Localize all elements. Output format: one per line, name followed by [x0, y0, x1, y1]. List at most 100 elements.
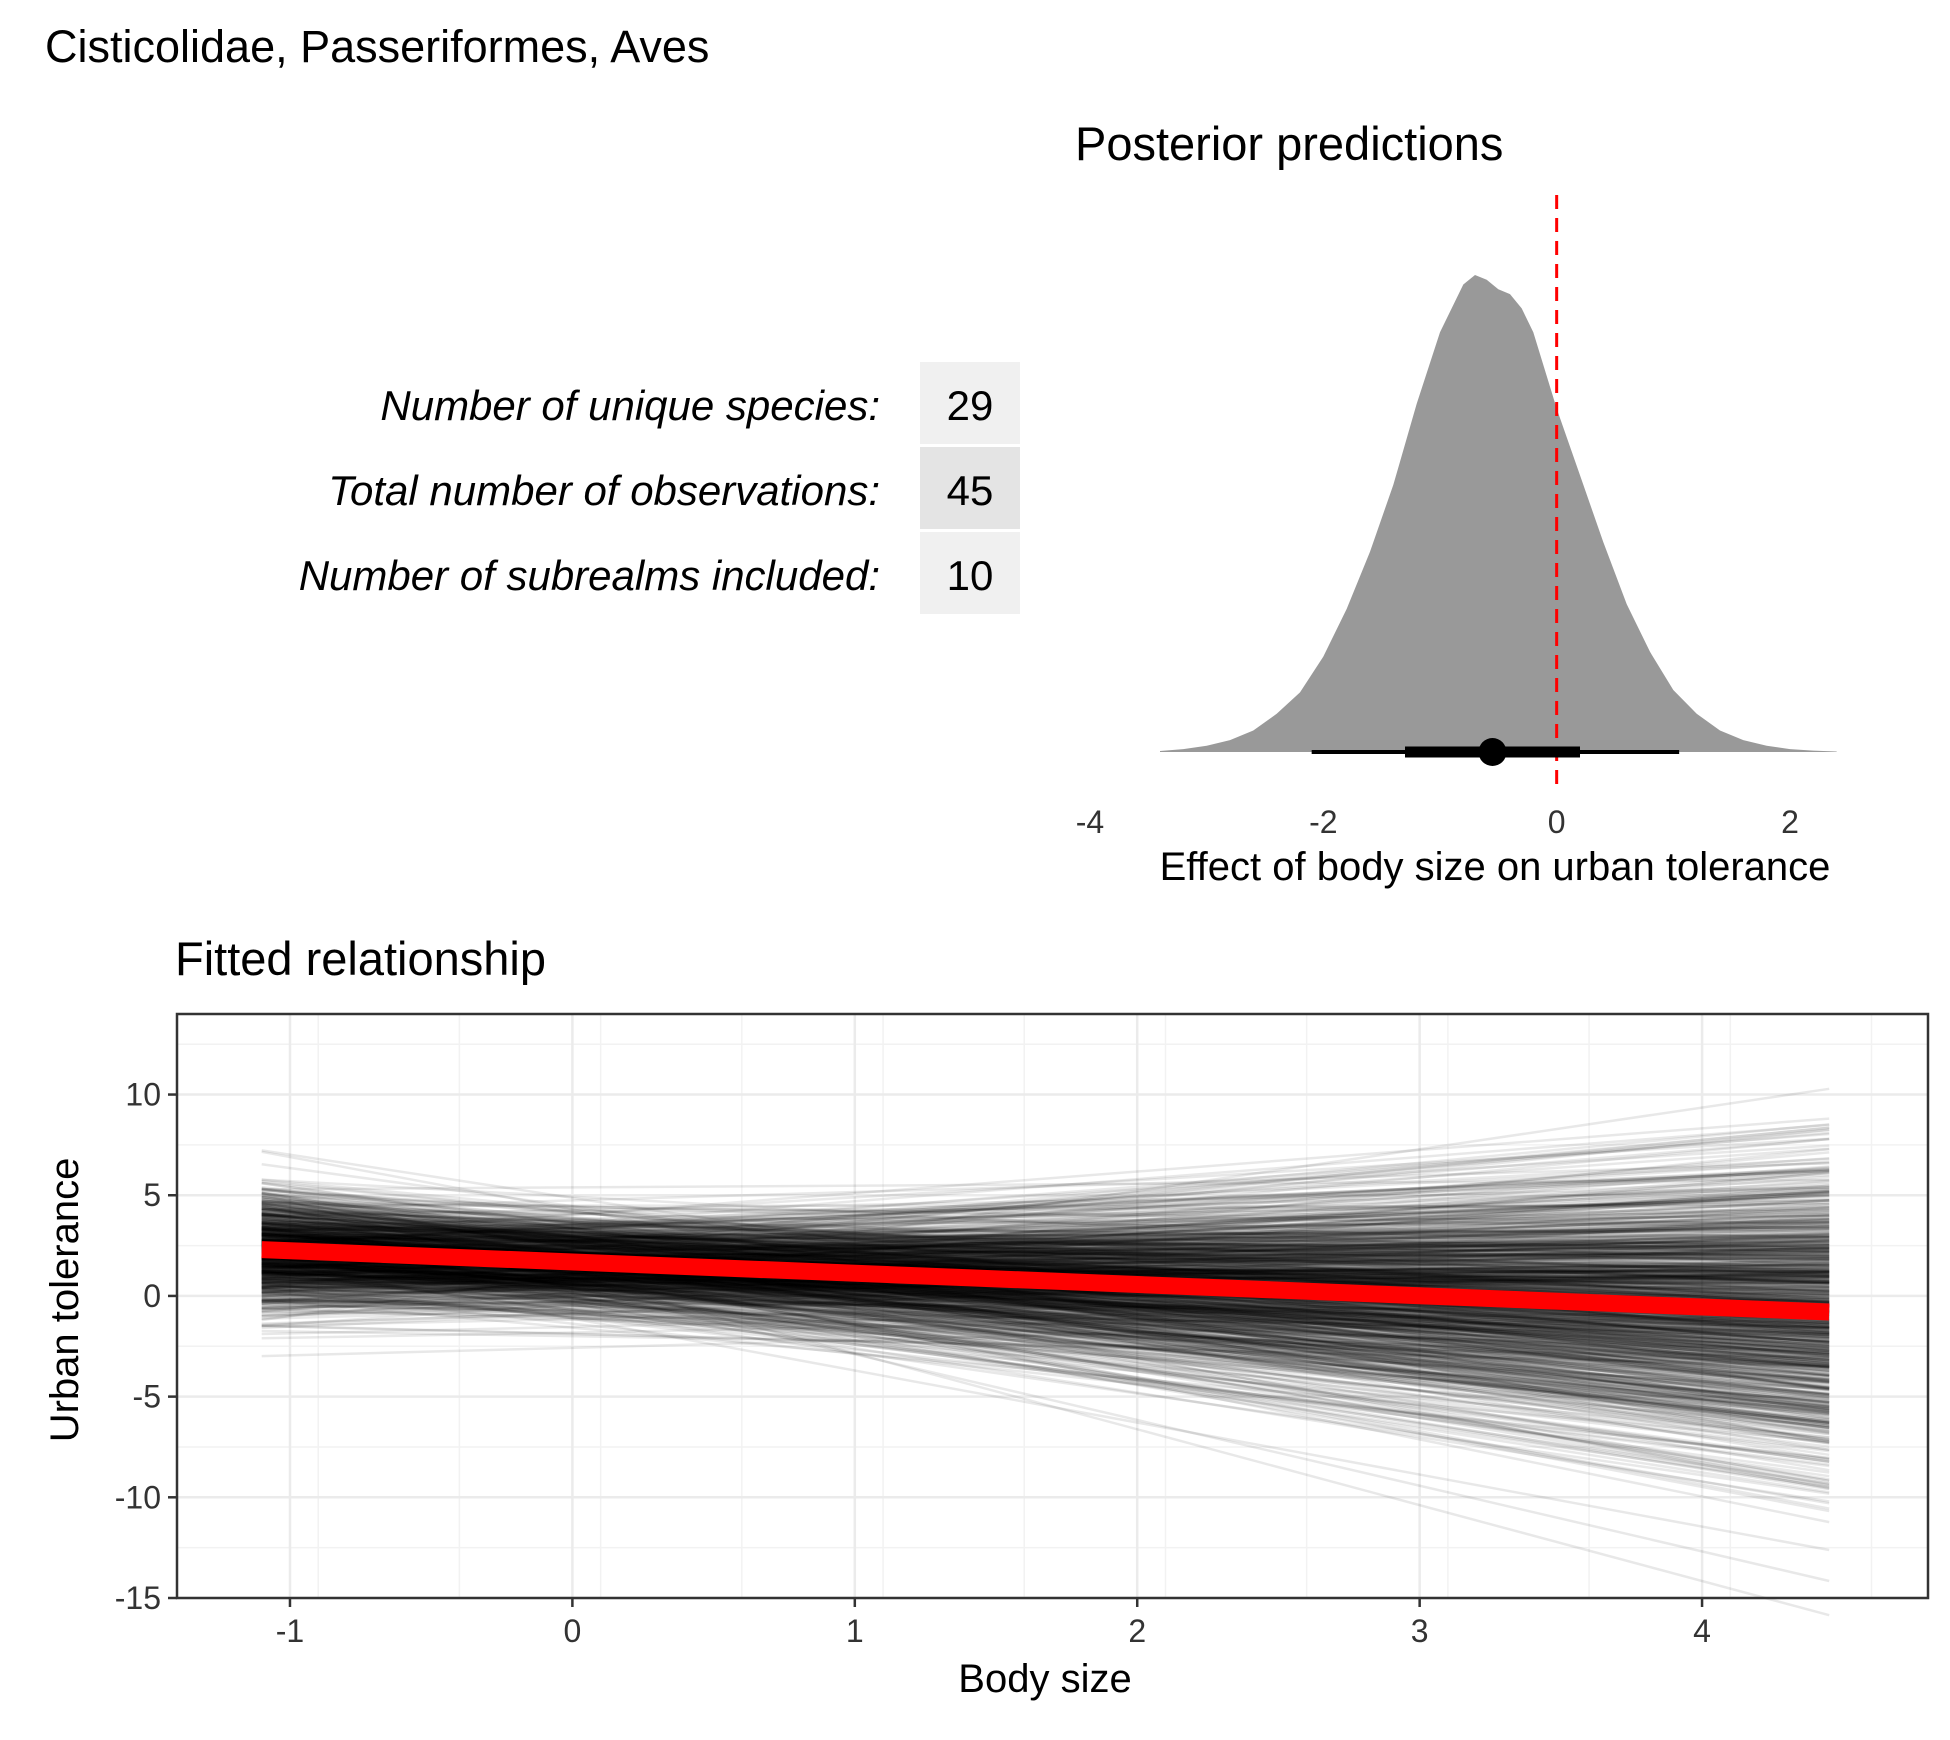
posterior-draw-line [261, 1220, 1830, 1242]
posterior-draw-line [261, 1285, 1830, 1302]
posterior-draw-line [261, 1253, 1830, 1489]
posterior-draw-line [261, 1245, 1830, 1429]
posterior-draw-line [261, 1245, 1830, 1435]
posterior-draw-line [261, 1253, 1830, 1449]
posterior-draw-line [261, 1227, 1830, 1244]
posterior-draw-line [261, 1197, 1830, 1253]
posterior-draw-line [261, 1207, 1830, 1390]
posterior-draw-line [261, 1260, 1830, 1274]
posterior-draw-line [261, 1292, 1830, 1321]
posterior-draw-line [261, 1265, 1830, 1495]
posterior-draw-line [261, 1205, 1830, 1408]
posterior-x-tick-label: 0 [1548, 804, 1566, 840]
posterior-draw-line [261, 1224, 1830, 1258]
posterior-draw-line [261, 1238, 1830, 1304]
posterior-draw-line [261, 1299, 1830, 1314]
posterior-draw-line [261, 1208, 1830, 1248]
posterior-draw-line [261, 1234, 1830, 1272]
posterior-draw-line [261, 1216, 1830, 1288]
posterior-draw-line [261, 1268, 1830, 1412]
posterior-draw-line [261, 1265, 1830, 1421]
posterior-draw-line [261, 1233, 1830, 1246]
posterior-draw-line [261, 1270, 1830, 1361]
posterior-draw-line [261, 1225, 1830, 1246]
mean-fit-line [261, 1241, 1830, 1321]
posterior-draw-line [261, 1238, 1830, 1268]
posterior-draw-line [261, 1149, 1830, 1392]
posterior-draw-line [261, 1304, 1830, 1334]
posterior-draw-line [261, 1220, 1830, 1293]
posterior-draw-line [261, 1263, 1830, 1337]
posterior-draw-line [261, 1258, 1830, 1336]
posterior-draw-line [261, 1201, 1830, 1226]
posterior-draw-line [261, 1123, 1830, 1249]
posterior-draw-line [261, 1286, 1830, 1415]
posterior-draw-line [261, 1260, 1830, 1552]
posterior-draw-line [261, 1178, 1830, 1191]
posterior-draw-line [261, 1227, 1830, 1368]
posterior-draw-line [261, 1248, 1830, 1385]
posterior-draw-line [261, 1209, 1830, 1304]
posterior-draw-line [261, 1270, 1830, 1466]
posterior-draw-line [261, 1293, 1830, 1324]
posterior-draw-line [261, 1240, 1830, 1282]
page-title: Cisticolidae, Passeriformes, Aves [45, 21, 709, 72]
posterior-draw-line [261, 1269, 1830, 1372]
posterior-draw-line [261, 1263, 1830, 1329]
posterior-draw-line [261, 1218, 1830, 1295]
posterior-x-tick-label: 2 [1781, 804, 1799, 840]
posterior-draw-line [261, 1243, 1830, 1287]
posterior-draw-line [261, 1191, 1830, 1490]
posterior-draw-line [261, 1214, 1830, 1230]
posterior-draw-line [261, 1271, 1830, 1336]
posterior-draw-line [261, 1171, 1830, 1314]
posterior-draw-line [261, 1254, 1830, 1360]
posterior-draw-line [261, 1224, 1830, 1356]
posterior-draw-line [261, 1208, 1830, 1271]
posterior-draw-line [261, 1179, 1830, 1289]
posterior-draw-line [261, 1256, 1830, 1280]
posterior-draw-line [261, 1225, 1830, 1361]
posterior-draw-line [261, 1256, 1830, 1463]
posterior-draw-line [261, 1255, 1830, 1396]
posterior-draw-line [261, 1298, 1830, 1369]
posterior-draw-line [261, 1243, 1830, 1252]
posterior-draw-line [261, 1197, 1830, 1442]
posterior-draw-line [261, 1202, 1830, 1426]
posterior-draw-line [261, 1087, 1830, 1322]
posterior-draw-line [261, 1262, 1830, 1326]
posterior-draw-line [261, 1225, 1830, 1238]
posterior-draw-line [261, 1254, 1830, 1404]
posterior-draw-line [261, 1213, 1830, 1411]
posterior-draw-line [261, 1242, 1830, 1277]
posterior-draw-line [261, 1264, 1830, 1279]
posterior-draw-line [261, 1222, 1830, 1366]
posterior-draw-line [261, 1260, 1830, 1404]
posterior-draw-line [261, 1271, 1830, 1353]
posterior-draw-line [261, 1252, 1830, 1378]
posterior-draw-line [261, 1293, 1830, 1354]
posterior-draw-line [261, 1207, 1830, 1277]
posterior-draw-line [261, 1169, 1830, 1244]
posterior-draw-line [261, 1253, 1830, 1343]
posterior-draw-line [261, 1244, 1830, 1432]
posterior-draw-line [261, 1198, 1830, 1412]
posterior-draw-line [261, 1269, 1830, 1381]
posterior-draw-line [261, 1198, 1830, 1231]
posterior-draw-line [261, 1256, 1830, 1392]
posterior-draw-line [261, 1233, 1830, 1246]
posterior-draw-line [261, 1232, 1830, 1285]
posterior-draw-line [261, 1263, 1830, 1351]
posterior-draw-line [261, 1162, 1830, 1378]
posterior-draw-line [261, 1263, 1830, 1278]
posterior-draw-line [261, 1166, 1830, 1296]
posterior-draw-line [261, 1254, 1830, 1274]
posterior-draw-line [261, 1190, 1830, 1290]
fitted-x-tick-label: 0 [563, 1613, 581, 1649]
posterior-draw-line [261, 1264, 1830, 1350]
posterior-draw-line [261, 1214, 1830, 1328]
posterior-draw-line [261, 1194, 1830, 1252]
posterior-draw-line [261, 1229, 1830, 1283]
posterior-draw-line [261, 1245, 1830, 1421]
